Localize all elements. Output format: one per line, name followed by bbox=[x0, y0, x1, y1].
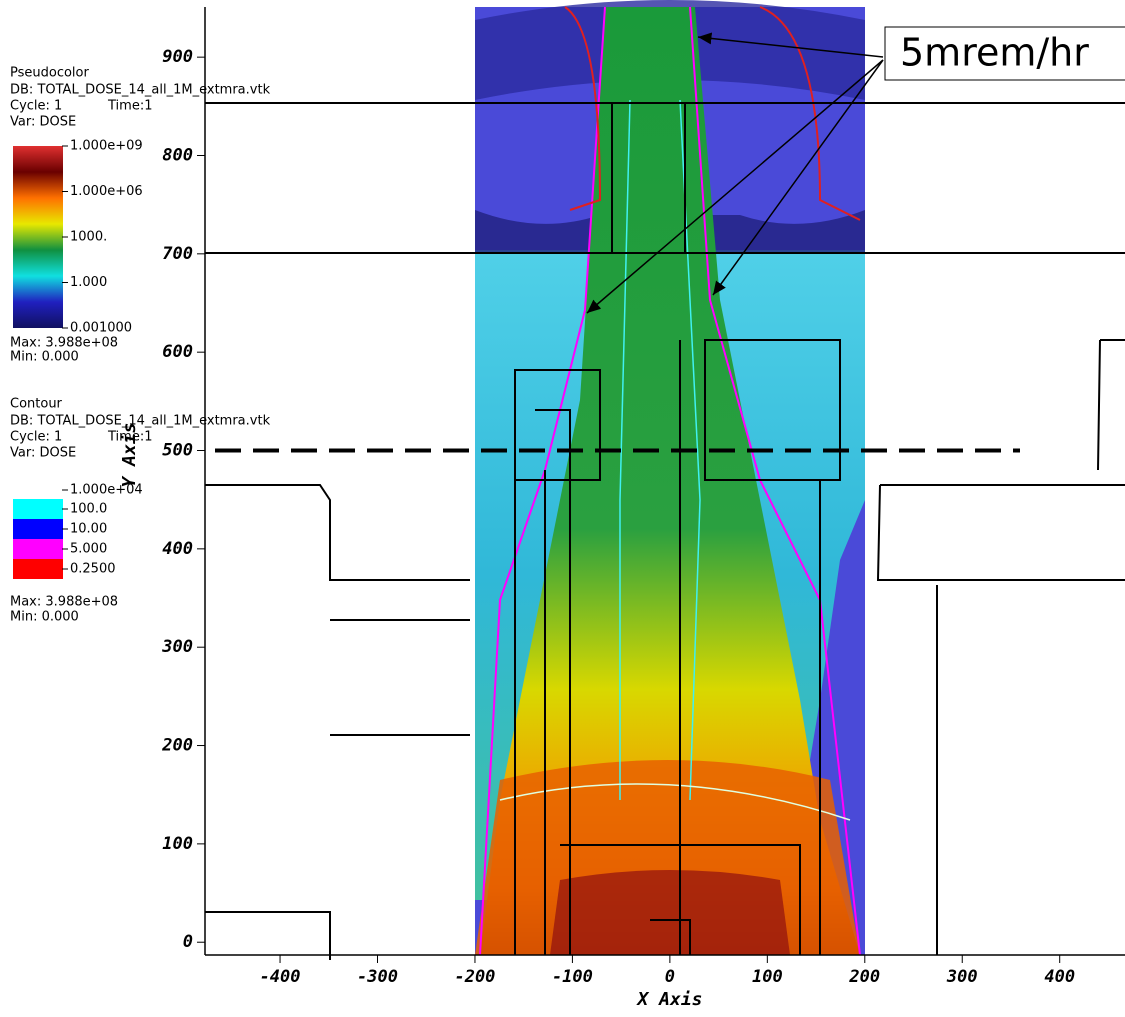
colorbar bbox=[13, 146, 63, 328]
legend-max: Max: 3.988e+08 bbox=[10, 595, 118, 610]
x-tick-label: 300 bbox=[946, 967, 978, 987]
x-tick-label: 100 bbox=[752, 967, 783, 987]
legend-min: Min: 0.000 bbox=[10, 350, 79, 365]
x-tick-label: 400 bbox=[1044, 967, 1075, 987]
legend-swatch bbox=[13, 559, 63, 579]
dose-field bbox=[475, 0, 865, 955]
legend-label: 1.000e+09 bbox=[70, 139, 143, 154]
legend-label: 1.000 bbox=[70, 275, 107, 290]
pseudocolor-legend: Pseudocolor DB: TOTAL_DOSE_14_all_1M_ext… bbox=[10, 66, 271, 365]
y-tick-label: 500 bbox=[162, 441, 193, 461]
y-tick-label: 200 bbox=[161, 736, 193, 756]
legend-label: 1000. bbox=[70, 230, 107, 245]
chart: X Axis Y Axis 5mrem/hr Pseudocolor DB: T… bbox=[0, 0, 1125, 1017]
legend-plot: Contour bbox=[10, 397, 63, 412]
legend-top-label: 1.000e+04 bbox=[70, 483, 143, 498]
y-tick-label: 900 bbox=[162, 47, 193, 67]
y-tick-label: 0 bbox=[183, 932, 193, 952]
y-tick-label: 600 bbox=[162, 342, 193, 362]
x-tick-label: -300 bbox=[357, 967, 398, 987]
legend-db: DB: TOTAL_DOSE_14_all_1M_extmra.vtk bbox=[10, 414, 271, 429]
legend-swatch bbox=[13, 519, 63, 539]
y-tick-label: 300 bbox=[161, 637, 193, 657]
legend-label: 5.000 bbox=[70, 542, 107, 557]
x-tick-label: 200 bbox=[848, 967, 880, 987]
legend-swatch bbox=[13, 539, 63, 559]
y-tick-label: 800 bbox=[162, 145, 193, 165]
legend-max: Max: 3.988e+08 bbox=[10, 336, 118, 351]
legend-label: 0.001000 bbox=[70, 321, 132, 336]
legend-db: DB: TOTAL_DOSE_14_all_1M_extmra.vtk bbox=[10, 83, 271, 98]
legend-cycle: Cycle: 1 bbox=[10, 99, 62, 114]
legend-var: Var: DOSE bbox=[10, 115, 76, 130]
legend-label: 1.000e+06 bbox=[70, 184, 143, 199]
legend-time: Time:1 bbox=[107, 430, 152, 445]
legend-plot: Pseudocolor bbox=[10, 66, 89, 81]
annotation: 5mrem/hr bbox=[900, 31, 1089, 75]
x-tick-label: 0 bbox=[665, 967, 675, 987]
legend-label: 10.00 bbox=[70, 522, 107, 537]
contour-legend: Contour DB: TOTAL_DOSE_14_all_1M_extmra.… bbox=[10, 397, 271, 625]
legend-time: Time:1 bbox=[107, 99, 152, 114]
y-tick-label: 400 bbox=[162, 539, 193, 559]
x-tick-label: -200 bbox=[454, 967, 495, 987]
x-tick-label: -400 bbox=[260, 967, 301, 987]
x-axis-label: X Axis bbox=[635, 989, 702, 1010]
y-tick-label: 100 bbox=[162, 834, 193, 854]
legend-min: Min: 0.000 bbox=[10, 610, 79, 625]
y-tick-label: 700 bbox=[162, 244, 193, 264]
legend-var: Var: DOSE bbox=[10, 446, 76, 461]
legend-label: 100.0 bbox=[70, 502, 107, 517]
x-tick-label: -100 bbox=[552, 967, 593, 987]
legend-swatch bbox=[13, 499, 63, 519]
legend-cycle: Cycle: 1 bbox=[10, 430, 62, 445]
legend-label: 0.2500 bbox=[70, 562, 116, 577]
